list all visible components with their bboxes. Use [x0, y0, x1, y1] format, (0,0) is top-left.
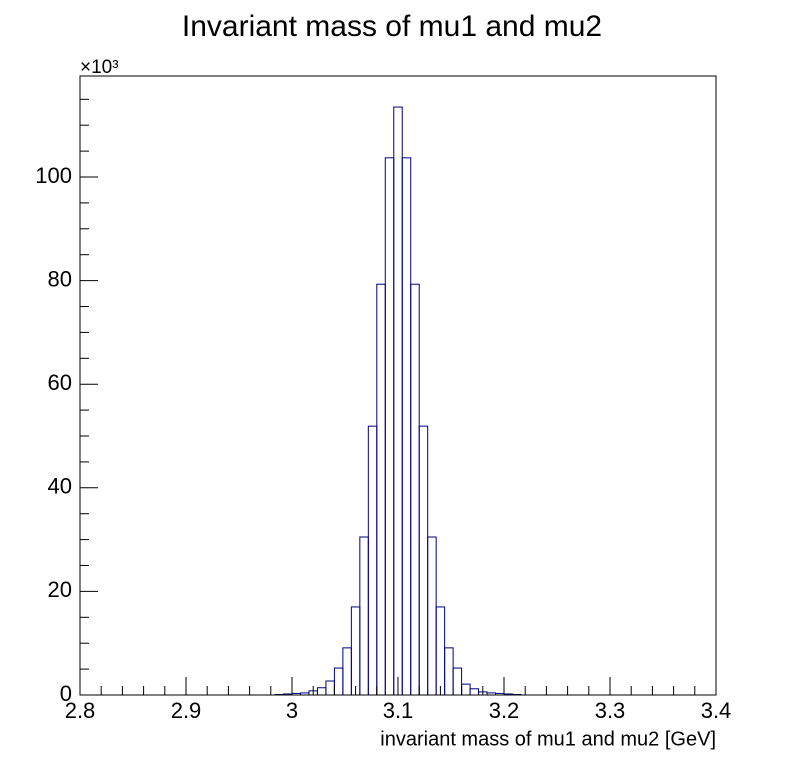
x-tick-label: 3.4	[701, 698, 732, 723]
x-tick-label: 3.3	[595, 698, 626, 723]
y-tick-label: 100	[35, 163, 72, 188]
y-tick-label: 20	[48, 577, 72, 602]
chart-title: Invariant mass of mu1 and mu2	[182, 10, 602, 43]
x-tick-label: 2.8	[65, 698, 96, 723]
y-tick-label: 0	[60, 681, 72, 706]
x-tick-label: 3.1	[383, 698, 414, 723]
x-tick-label: 3	[286, 698, 298, 723]
y-tick-label: 40	[48, 474, 72, 499]
y-tick-label: 80	[48, 266, 72, 291]
x-tick-label: 2.9	[171, 698, 202, 723]
y-scale-label: ×10³	[80, 57, 119, 78]
y-tick-label: 60	[48, 370, 72, 395]
x-axis-label: invariant mass of mu1 and mu2 [GeV]	[380, 728, 716, 750]
x-tick-label: 3.2	[489, 698, 520, 723]
